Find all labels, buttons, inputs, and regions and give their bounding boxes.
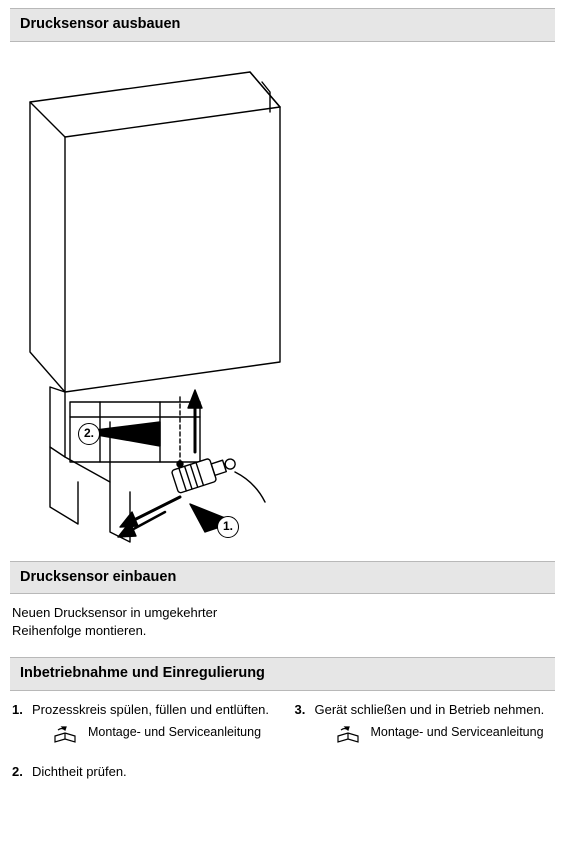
- figure-callout-1: 1.: [217, 516, 239, 538]
- steps-col-right: 3. Gerät schließen und in Betrieb nehmen…: [295, 701, 554, 793]
- step-num: 3.: [295, 701, 306, 719]
- manual-icon: [52, 724, 80, 751]
- step-num: 2.: [12, 763, 23, 781]
- drawing-svg: [10, 52, 310, 547]
- step-text: Dichtheit prüfen.: [32, 764, 127, 779]
- reference-text: Montage- und Serviceanleitung: [371, 724, 544, 740]
- step-3: 3. Gerät schließen und in Betrieb nehmen…: [295, 701, 554, 751]
- manual-icon: [335, 724, 363, 751]
- reference-line: Montage- und Serviceanleitung: [335, 724, 554, 751]
- step-num: 1.: [12, 701, 23, 719]
- figure-drucksensor: 1. 2.: [10, 52, 555, 547]
- reference-text: Montage- und Serviceanleitung: [88, 724, 261, 740]
- step-text: Gerät schließen und in Betrieb nehmen.: [315, 702, 545, 717]
- heading-inbetriebnahme: Inbetriebnahme und Einregulierung: [10, 657, 555, 691]
- heading-einbauen: Drucksensor einbauen: [10, 561, 555, 595]
- text-einbauen-body: Neuen Drucksensor in umgekehrter Reihenf…: [12, 604, 267, 639]
- steps-columns: 1. Prozesskreis spülen, füllen und entlü…: [10, 701, 555, 793]
- steps-col-left: 1. Prozesskreis spülen, füllen und entlü…: [12, 701, 271, 793]
- reference-line: Montage- und Serviceanleitung: [52, 724, 271, 751]
- step-2: 2. Dichtheit prüfen.: [12, 763, 271, 781]
- step-1: 1. Prozesskreis spülen, füllen und entlü…: [12, 701, 271, 751]
- heading-ausbauen: Drucksensor ausbauen: [10, 8, 555, 42]
- step-text: Prozesskreis spülen, füllen und entlüfte…: [32, 702, 269, 717]
- figure-callout-2: 2.: [78, 423, 100, 445]
